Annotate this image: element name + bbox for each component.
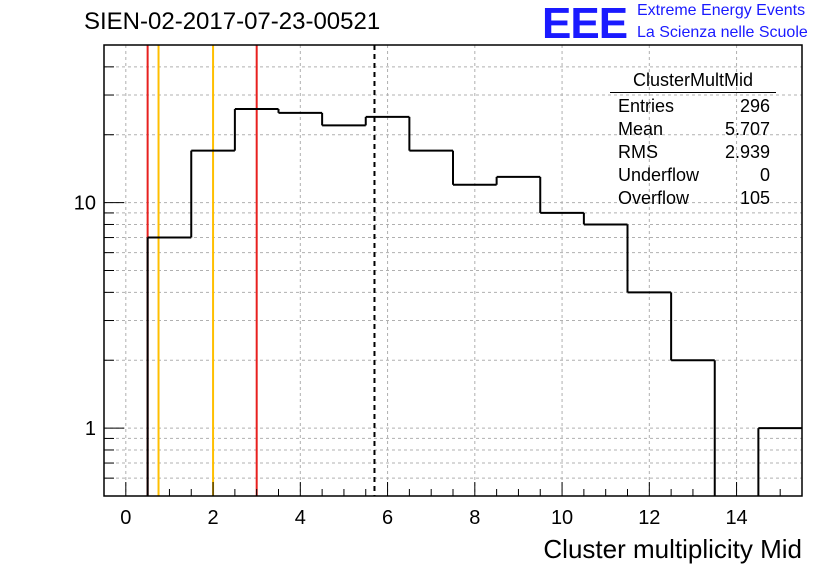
- logo-subtitle-line2: La Scienza nelle Scuole: [637, 24, 808, 41]
- x-tick-label: 10: [551, 507, 573, 529]
- stat-value: 2.939: [724, 142, 770, 162]
- stat-value: 5.707: [724, 119, 770, 139]
- stat-label: Entries: [618, 96, 675, 116]
- x-tick-label: 8: [469, 507, 480, 529]
- stat-row-rms: RMS 2.939: [610, 141, 776, 164]
- stats-box: ClusterMultMid Entries 296 Mean 5.707 RM…: [610, 70, 776, 210]
- x-tick-label: 4: [295, 507, 306, 529]
- stat-row-underflow: Underflow 0: [610, 164, 776, 187]
- stat-label: Mean: [618, 119, 664, 139]
- y-tick-label: 10: [74, 193, 96, 215]
- histogram-bars: [146, 108, 802, 496]
- stat-row-mean: Mean 5.707: [610, 118, 776, 141]
- stat-value: 0: [759, 165, 770, 185]
- stats-title: ClusterMultMid: [610, 70, 776, 93]
- chart-title: SIEN-02-2017-07-23-00521: [84, 8, 381, 35]
- stat-value: 296: [739, 96, 770, 116]
- stat-value: 105: [739, 188, 770, 208]
- x-tick-label: 14: [725, 507, 747, 529]
- x-tick-label: 0: [120, 507, 131, 529]
- logo-subtitle-line1: Extreme Energy Events: [637, 2, 806, 19]
- y-tick-label: 1: [85, 418, 96, 440]
- stat-row-entries: Entries 296: [610, 95, 776, 118]
- x-axis-label: Cluster multiplicity Mid: [543, 534, 802, 564]
- stat-row-overflow: Overflow 105: [610, 187, 776, 210]
- stat-label: Underflow: [618, 165, 700, 185]
- axis-ticks: 0 2 4 6 8 10 12 14 1 10: [74, 44, 803, 529]
- x-tick-label: 12: [638, 507, 660, 529]
- stat-label: RMS: [618, 142, 658, 162]
- x-tick-label: 6: [382, 507, 393, 529]
- stat-label: Overflow: [618, 188, 690, 208]
- eee-logo: EEE: [542, 0, 628, 48]
- x-tick-label: 2: [208, 507, 219, 529]
